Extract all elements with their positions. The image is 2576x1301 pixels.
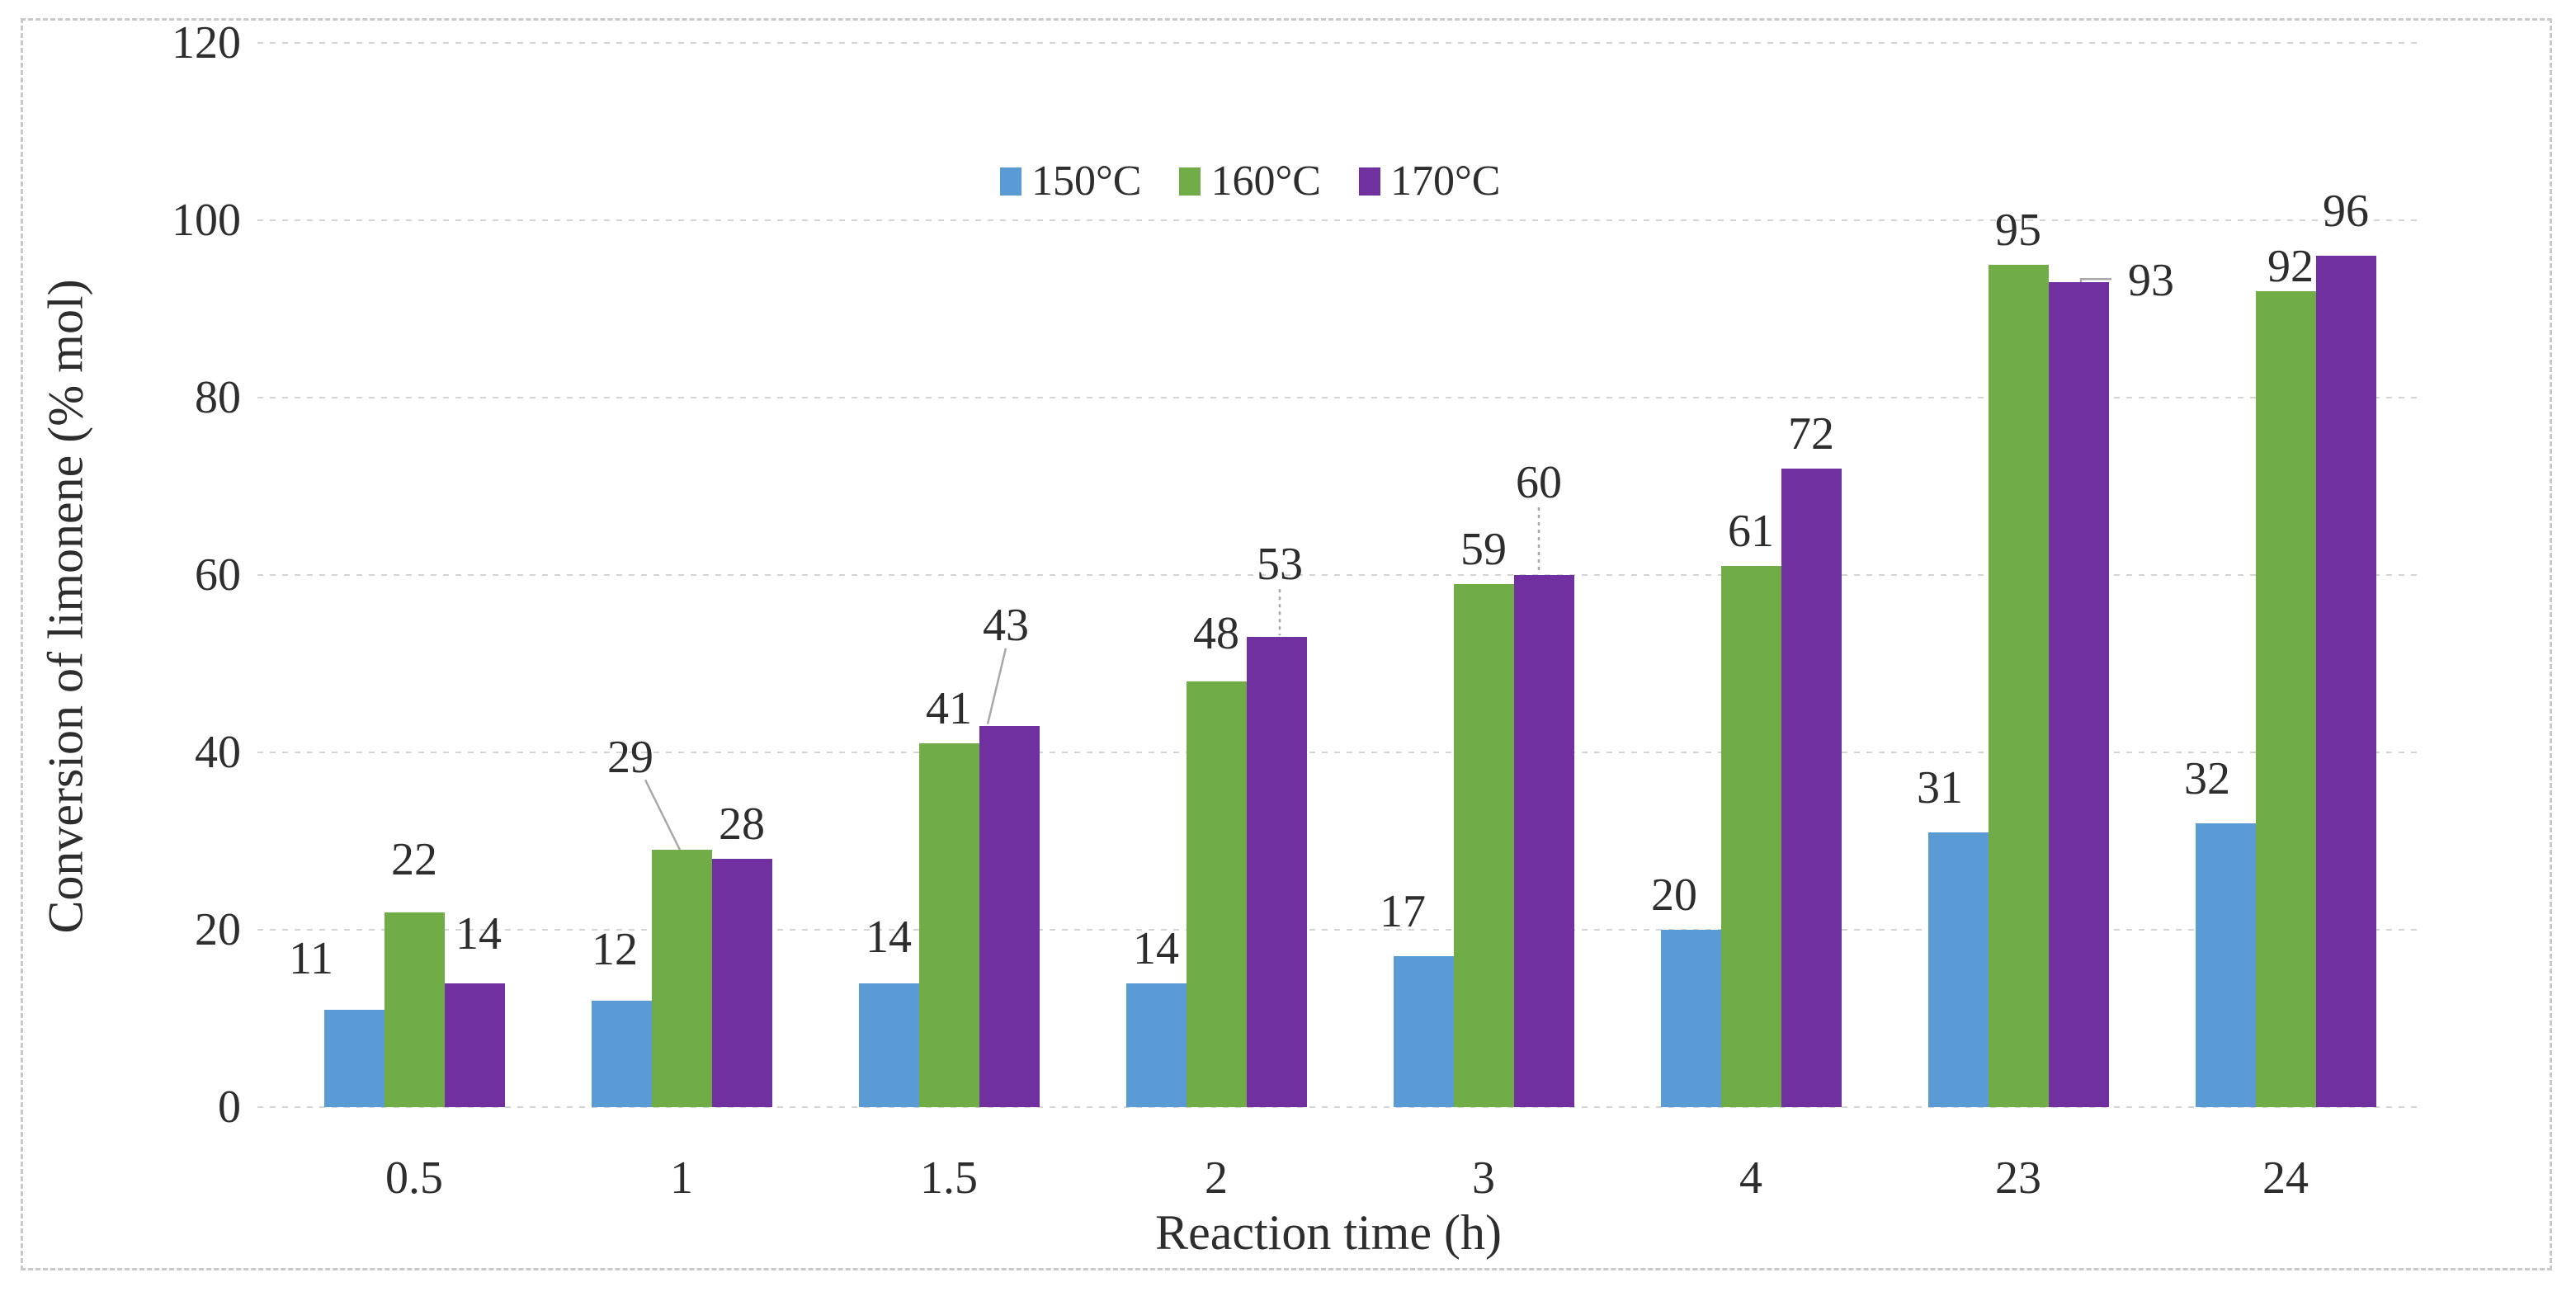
data-label: 95: [1995, 204, 2041, 256]
bar-170°C-4h: [1781, 469, 1842, 1107]
bar-150°C-1h: [591, 1001, 652, 1107]
x-axis-title: Reaction time (h): [1155, 1205, 1502, 1260]
y-tick-label: 60: [195, 549, 241, 601]
y-gridline: [257, 574, 2419, 576]
legend-item-150°C: 150°C: [1000, 158, 1141, 205]
data-label: 53: [1257, 539, 1303, 591]
y-gridline: [257, 397, 2419, 398]
legend-swatch-icon: [1179, 167, 1201, 196]
y-gridline: [257, 1106, 2419, 1108]
legend-label: 160°C: [1210, 158, 1321, 205]
bar-150°C-4h: [1660, 930, 1721, 1107]
legend-label: 170°C: [1389, 158, 1501, 205]
y-tick-label: 20: [195, 904, 241, 955]
data-label: 28: [719, 799, 765, 850]
bar-160°C-1.5h: [918, 743, 979, 1107]
y-gridline: [257, 42, 2419, 44]
bar-160°C-23h: [1988, 264, 2049, 1107]
x-tick-label: 2: [1205, 1153, 1228, 1204]
bar-170°C-24h: [2315, 256, 2376, 1107]
y-gridline: [257, 929, 2419, 931]
bar-170°C-2h: [1246, 637, 1307, 1107]
data-label: 72: [1788, 408, 1834, 460]
data-label: 11: [289, 932, 333, 984]
y-tick-label: 100: [172, 195, 241, 246]
data-label: 93: [2128, 255, 2174, 307]
bar-160°C-4h: [1720, 566, 1781, 1107]
data-label: 96: [2323, 186, 2369, 237]
x-tick-label: 1: [670, 1153, 693, 1204]
y-tick-label: 40: [195, 727, 241, 778]
legend: 150°C 160°C 170°C: [1000, 158, 1500, 205]
data-label: 20: [1651, 870, 1697, 921]
x-tick-label: 24: [2262, 1153, 2309, 1204]
bar-150°C-2h: [1125, 983, 1187, 1107]
legend-item-170°C: 170°C: [1358, 158, 1501, 205]
bar-150°C-1.5h: [858, 983, 919, 1107]
bar-150°C-0.5h: [323, 1009, 385, 1107]
bar-170°C-0.5h: [444, 983, 505, 1107]
bar-160°C-3h: [1453, 583, 1514, 1107]
x-tick-label: 4: [1739, 1153, 1762, 1204]
data-label: 61: [1728, 506, 1774, 558]
bar-150°C-3h: [1393, 956, 1454, 1107]
bar-160°C-24h: [2255, 291, 2316, 1107]
bar-170°C-1h: [711, 859, 772, 1107]
bar-150°C-24h: [2195, 823, 2256, 1107]
data-label: 29: [607, 732, 653, 784]
data-label: 14: [455, 907, 502, 959]
y-gridline: [257, 752, 2419, 753]
y-tick-label: 80: [195, 372, 241, 423]
legend-swatch-icon: [1000, 167, 1021, 196]
bar-170°C-1.5h: [979, 725, 1040, 1107]
bar-160°C-2h: [1186, 681, 1247, 1107]
y-tick-label: 0: [218, 1082, 241, 1133]
legend-swatch-icon: [1358, 167, 1380, 196]
bar-170°C-3h: [1513, 575, 1574, 1107]
data-label: 48: [1193, 608, 1239, 659]
data-label: 92: [2267, 241, 2314, 292]
bar-170°C-23h: [2048, 282, 2109, 1107]
data-label: 17: [1380, 886, 1426, 938]
data-label: 31: [1917, 761, 1963, 813]
data-label: 59: [1460, 523, 1507, 575]
data-label: 41: [926, 683, 972, 735]
data-label: 43: [983, 599, 1029, 651]
x-tick-label: 1.5: [920, 1153, 978, 1204]
bar-160°C-1h: [651, 850, 712, 1107]
legend-label: 150°C: [1031, 158, 1142, 205]
x-tick-label: 23: [1995, 1153, 2041, 1204]
bar-160°C-0.5h: [384, 912, 445, 1107]
x-tick-label: 0.5: [385, 1153, 443, 1204]
y-gridline: [257, 219, 2419, 221]
x-tick-label: 3: [1472, 1153, 1495, 1204]
data-label: 12: [592, 924, 638, 975]
data-label: 60: [1516, 457, 1562, 508]
legend-item-160°C: 160°C: [1179, 158, 1321, 205]
data-label: 32: [2184, 753, 2230, 804]
data-label: 22: [391, 833, 437, 885]
bar-150°C-23h: [1927, 832, 1989, 1107]
y-tick-label: 120: [172, 17, 241, 68]
data-label: 14: [1133, 922, 1179, 974]
data-label: 14: [866, 911, 912, 963]
chart-object-dashed-border: [21, 18, 2552, 1270]
